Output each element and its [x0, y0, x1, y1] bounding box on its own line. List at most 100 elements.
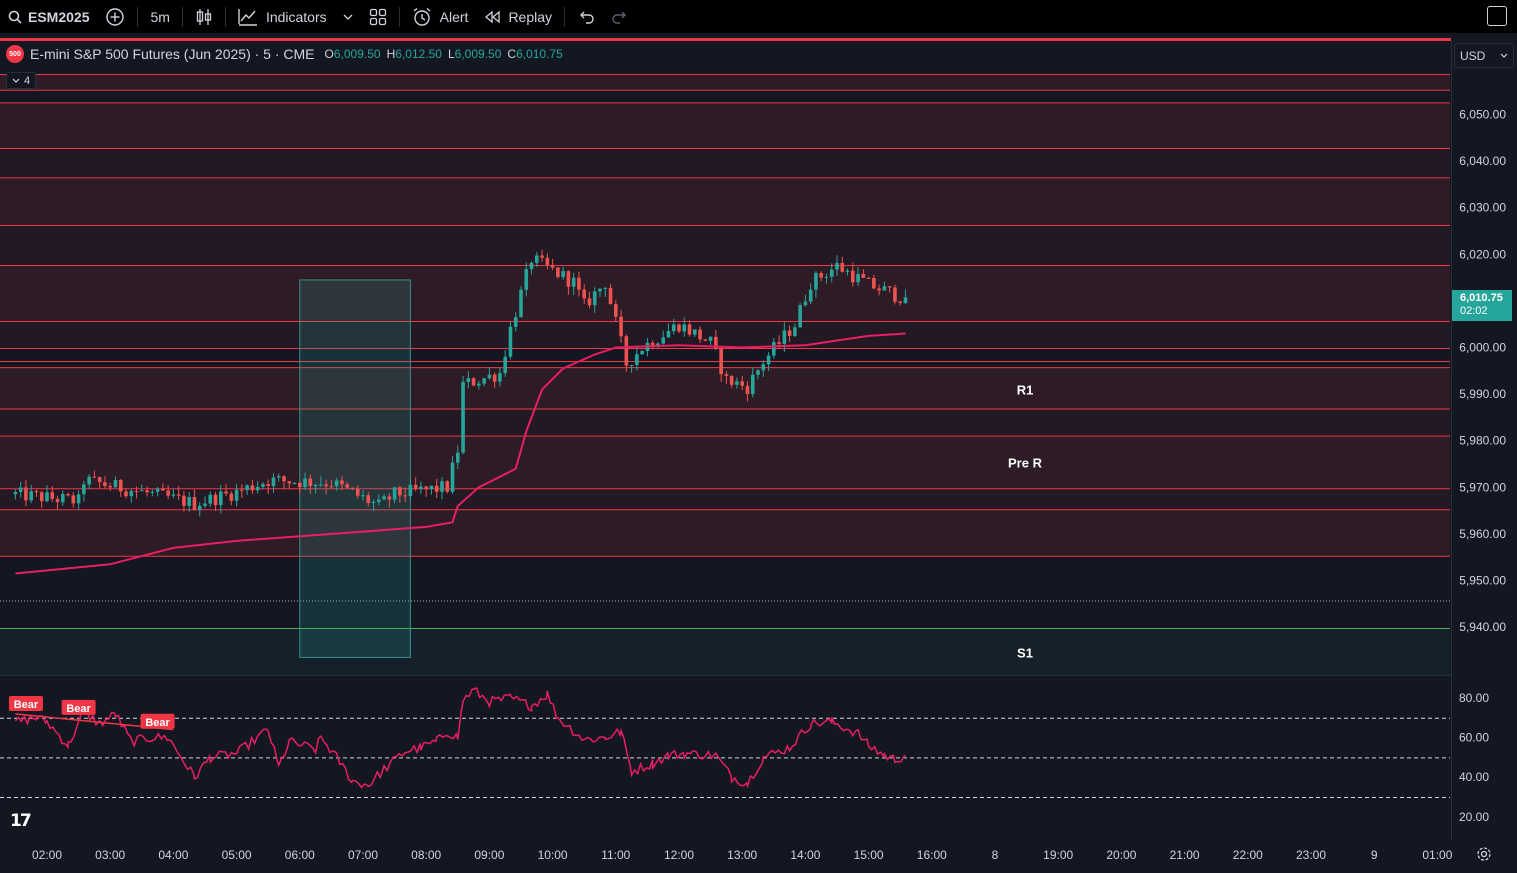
candle-body [719, 348, 723, 375]
candle [208, 491, 213, 508]
tradingview-logo[interactable]: 17 [10, 811, 32, 831]
candle-body [640, 351, 644, 355]
candle-body [482, 378, 486, 384]
candle [250, 479, 255, 495]
time-tick: 08:00 [411, 848, 441, 862]
candle [872, 274, 876, 290]
candle [898, 300, 902, 306]
candle-body [761, 364, 766, 371]
undo-button[interactable] [569, 0, 603, 33]
candle-body [729, 375, 734, 385]
indicators-collapse-button[interactable]: 4 [6, 72, 36, 89]
replay-button[interactable]: Replay [476, 0, 560, 33]
candle [82, 480, 86, 502]
compare-symbol-button[interactable] [97, 0, 133, 33]
candle-body [629, 364, 634, 366]
candle-body [187, 497, 191, 506]
candle-body [266, 484, 270, 486]
candle [39, 490, 44, 508]
level-bands [0, 73, 1450, 675]
bear-label-text: Bear [14, 699, 39, 711]
candle [266, 479, 270, 495]
level-band [0, 367, 1450, 409]
candle-body [271, 477, 276, 486]
candle [140, 484, 144, 492]
time-tick: 01:00 [1422, 848, 1452, 862]
candle-body [329, 486, 334, 488]
time-tick: 11:00 [601, 848, 630, 862]
candle-body [545, 257, 550, 265]
level-labels: R1 Pre R S1 [1008, 382, 1043, 660]
chart-type-button[interactable] [187, 0, 221, 33]
candle-body [440, 481, 444, 492]
price-tick: 5,980.00 [1459, 434, 1506, 448]
candle-body [682, 324, 687, 332]
interval-button[interactable]: 5m [142, 0, 177, 33]
candle-body [461, 381, 465, 453]
candle-body [835, 262, 839, 270]
candle-body [740, 381, 744, 386]
candle [824, 273, 829, 284]
legend-title[interactable]: E-mini S&P 500 Futures (Jun 2025) · 5 · … [30, 46, 315, 62]
candle [92, 470, 97, 479]
candle [34, 489, 39, 498]
rsi-pane: Bear Bear Bear [0, 686, 1450, 798]
alert-button[interactable]: Alert [404, 0, 477, 33]
candle-body [150, 491, 155, 493]
candle [155, 486, 160, 497]
candle [640, 349, 644, 355]
settings-gear-icon[interactable] [1476, 846, 1492, 862]
candle-body [756, 370, 760, 375]
candle-body [161, 488, 165, 491]
candle-body [92, 476, 97, 478]
currency-select[interactable]: USD [1454, 43, 1514, 68]
candle-body [50, 492, 55, 499]
legend-low: 6,009.50 [454, 47, 502, 61]
candle [677, 323, 681, 334]
level-band [0, 177, 1450, 225]
candle [424, 485, 428, 497]
indicators-dropdown[interactable] [335, 0, 361, 33]
candle [729, 375, 734, 388]
grid-layout-icon [369, 8, 386, 25]
candle-body [140, 490, 144, 492]
bear-label-text: Bear [145, 717, 170, 729]
candle [740, 375, 744, 391]
candle [893, 284, 897, 305]
candle [845, 268, 850, 276]
symbol-search[interactable]: ESM2025 [0, 0, 97, 33]
rsi-axis[interactable]: 80.00 60.00 40.00 20.00 [1459, 691, 1489, 824]
time-tick: 02:00 [32, 848, 62, 862]
candle [450, 455, 455, 495]
candle-body [155, 488, 160, 492]
candle-body [856, 273, 860, 283]
candle-body [592, 291, 597, 306]
replay-label: Replay [508, 8, 553, 25]
candle [371, 499, 376, 511]
candle [276, 473, 281, 482]
candle [461, 375, 465, 455]
candle [456, 445, 460, 470]
fullscreen-icon[interactable] [1487, 6, 1507, 26]
candle [887, 286, 892, 293]
candle [571, 272, 576, 295]
redo-button[interactable] [603, 0, 637, 33]
price-axis[interactable]: 6,050.00 6,040.00 6,030.00 6,020.00 6,000.00… [1459, 108, 1506, 635]
candle [134, 486, 139, 499]
candle [213, 491, 218, 512]
candle [282, 475, 286, 489]
candle [703, 338, 708, 342]
time-axis[interactable]: 02:00 03:00 04:00 05:00 06:00 07:00 08:00 09:00… [32, 848, 1453, 862]
layouts-button[interactable] [361, 0, 395, 33]
candle [808, 283, 813, 305]
bear-label-bg [8, 695, 43, 711]
bear-label-bg [61, 699, 96, 715]
candle [482, 377, 486, 387]
candle [408, 478, 413, 500]
session-box [299, 279, 411, 658]
level-band [0, 102, 1450, 149]
candle [750, 367, 755, 398]
indicators-button[interactable]: Indicators [230, 0, 335, 33]
